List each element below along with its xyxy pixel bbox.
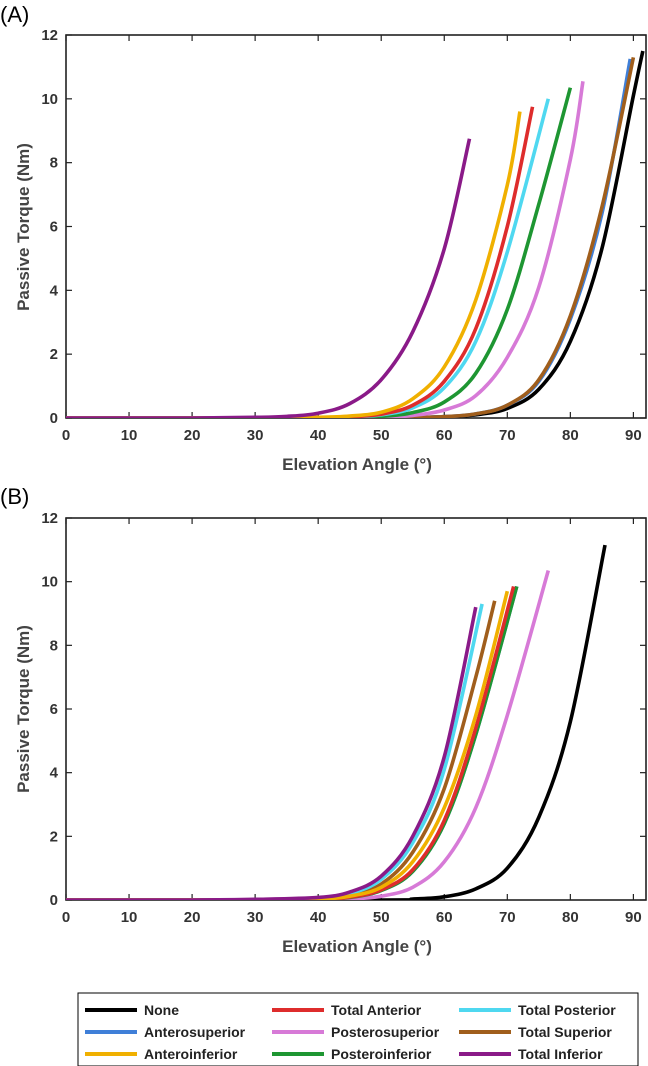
panel-b-ytick-label-6: 6 xyxy=(50,701,58,718)
legend-label-anteroinferior: Anteroinferior xyxy=(144,1046,238,1062)
panel-a: (A) 0 10 20 30 40 50 60 70 80 90 0 2 4 6 8 10 12 Elevati… xyxy=(0,2,647,474)
panel-a-ytick-label-0: 0 xyxy=(50,410,58,427)
legend-label-none: None xyxy=(144,1002,179,1018)
panel-a-xtick-label-80: 80 xyxy=(562,427,579,444)
panel-b-xtick-label-10: 10 xyxy=(121,909,138,926)
panel-b-xtick-label-40: 40 xyxy=(310,909,327,926)
panel-b-ytick-label-12: 12 xyxy=(41,510,58,527)
panel-a-ytick-label-4: 4 xyxy=(50,282,59,299)
panel-a-xtick-label-50: 50 xyxy=(373,427,390,444)
panel-a-xtick-label-0: 0 xyxy=(62,427,70,444)
panel-b-xtick-label-20: 20 xyxy=(184,909,201,926)
panel-a-xtick-label-60: 60 xyxy=(436,427,453,444)
panel-b-series-total-posterior xyxy=(66,603,484,900)
panel-b-ytick-label-8: 8 xyxy=(50,637,58,654)
panel-a-xtick-label-40: 40 xyxy=(310,427,327,444)
panel-b-ytick-label-0: 0 xyxy=(50,892,58,909)
panel-a-series-posteroinferior xyxy=(66,87,573,418)
panel-b-series-total-anterior xyxy=(66,585,516,900)
legend: None Total Anterior Total Posterior Anteros… xyxy=(77,992,639,1066)
panel-a-ytick-label-12: 12 xyxy=(41,27,58,44)
panel-b-series-none xyxy=(66,544,607,900)
panel-a-series-total-inferior xyxy=(66,138,472,418)
panel-b-xtick-label-70: 70 xyxy=(499,909,516,926)
panel-a-xtick-label-20: 20 xyxy=(184,427,201,444)
panel-b-ytick-label-4: 4 xyxy=(50,765,59,782)
panel-a-series-group xyxy=(66,50,645,418)
panel-a-series-none xyxy=(66,50,645,418)
panel-a-series-total-superior xyxy=(66,56,636,418)
panel-a-xtick-label-10: 10 xyxy=(121,427,138,444)
legend-label-posterosuperior: Posterosuperior xyxy=(331,1024,440,1040)
panel-a-series-posterosuperior xyxy=(66,80,585,418)
panel-b-xtick-label-50: 50 xyxy=(373,909,390,926)
panel-a-xtick-label-70: 70 xyxy=(499,427,516,444)
panel-a-ytick-label-6: 6 xyxy=(50,219,58,236)
legend-items: None Total Anterior Total Posterior Anteros… xyxy=(85,1002,616,1062)
panel-a-ytick-label-8: 8 xyxy=(50,155,58,172)
panel-a-xtick-label-30: 30 xyxy=(247,427,264,444)
legend-label-total-superior: Total Superior xyxy=(518,1024,612,1040)
panel-a-ylabel: Passive Torque (Nm) xyxy=(14,143,33,311)
panel-a-xtick-label-90: 90 xyxy=(625,427,642,444)
panel-b-xlabel: Elevation Angle (°) xyxy=(282,937,432,956)
panel-b-xtick-label-90: 90 xyxy=(625,909,642,926)
legend-label-total-inferior: Total Inferior xyxy=(518,1046,603,1062)
panel-b-ylabel: Passive Torque (Nm) xyxy=(14,625,33,793)
panel-label-a: (A) xyxy=(0,2,29,27)
panel-b-xtick-label-80: 80 xyxy=(562,909,579,926)
panel-a-xlabel: Elevation Angle (°) xyxy=(282,455,432,474)
panel-b-series-total-inferior xyxy=(66,606,478,900)
panel-b-ytick-label-2: 2 xyxy=(50,828,58,845)
panel-a-ytick-label-2: 2 xyxy=(50,346,58,363)
legend-label-anterosuperior: Anterosuperior xyxy=(144,1024,246,1040)
panel-label-b: (B) xyxy=(0,484,29,509)
panel-a-ytick-label-10: 10 xyxy=(41,91,58,108)
legend-label-posteroinferior: Posteroinferior xyxy=(331,1046,432,1062)
legend-label-total-posterior: Total Posterior xyxy=(518,1002,616,1018)
legend-label-total-anterior: Total Anterior xyxy=(331,1002,422,1018)
panel-b-ytick-label-10: 10 xyxy=(41,574,58,591)
panel-b-xtick-label-60: 60 xyxy=(436,909,453,926)
panel-b-series-posterosuperior xyxy=(66,570,551,900)
panel-b-xtick-label-0: 0 xyxy=(62,909,70,926)
panel-b-series-total-superior xyxy=(66,600,497,900)
panel-a-plot: 0 10 20 30 40 50 60 70 80 90 0 2 4 6 8 10 12 xyxy=(41,27,647,444)
panel-b: (B) 0 10 20 30 40 50 60 70 80 90 0 2 4 6 8 10 12 Elevati… xyxy=(0,484,647,956)
panel-b-series-anteroinferior xyxy=(66,590,510,900)
panel-b-xtick-label-30: 30 xyxy=(247,909,264,926)
legend-box xyxy=(77,992,639,1066)
panel-b-plot: 0 10 20 30 40 50 60 70 80 90 0 2 4 6 8 10 12 xyxy=(41,510,647,926)
panel-b-series-group xyxy=(66,544,607,900)
